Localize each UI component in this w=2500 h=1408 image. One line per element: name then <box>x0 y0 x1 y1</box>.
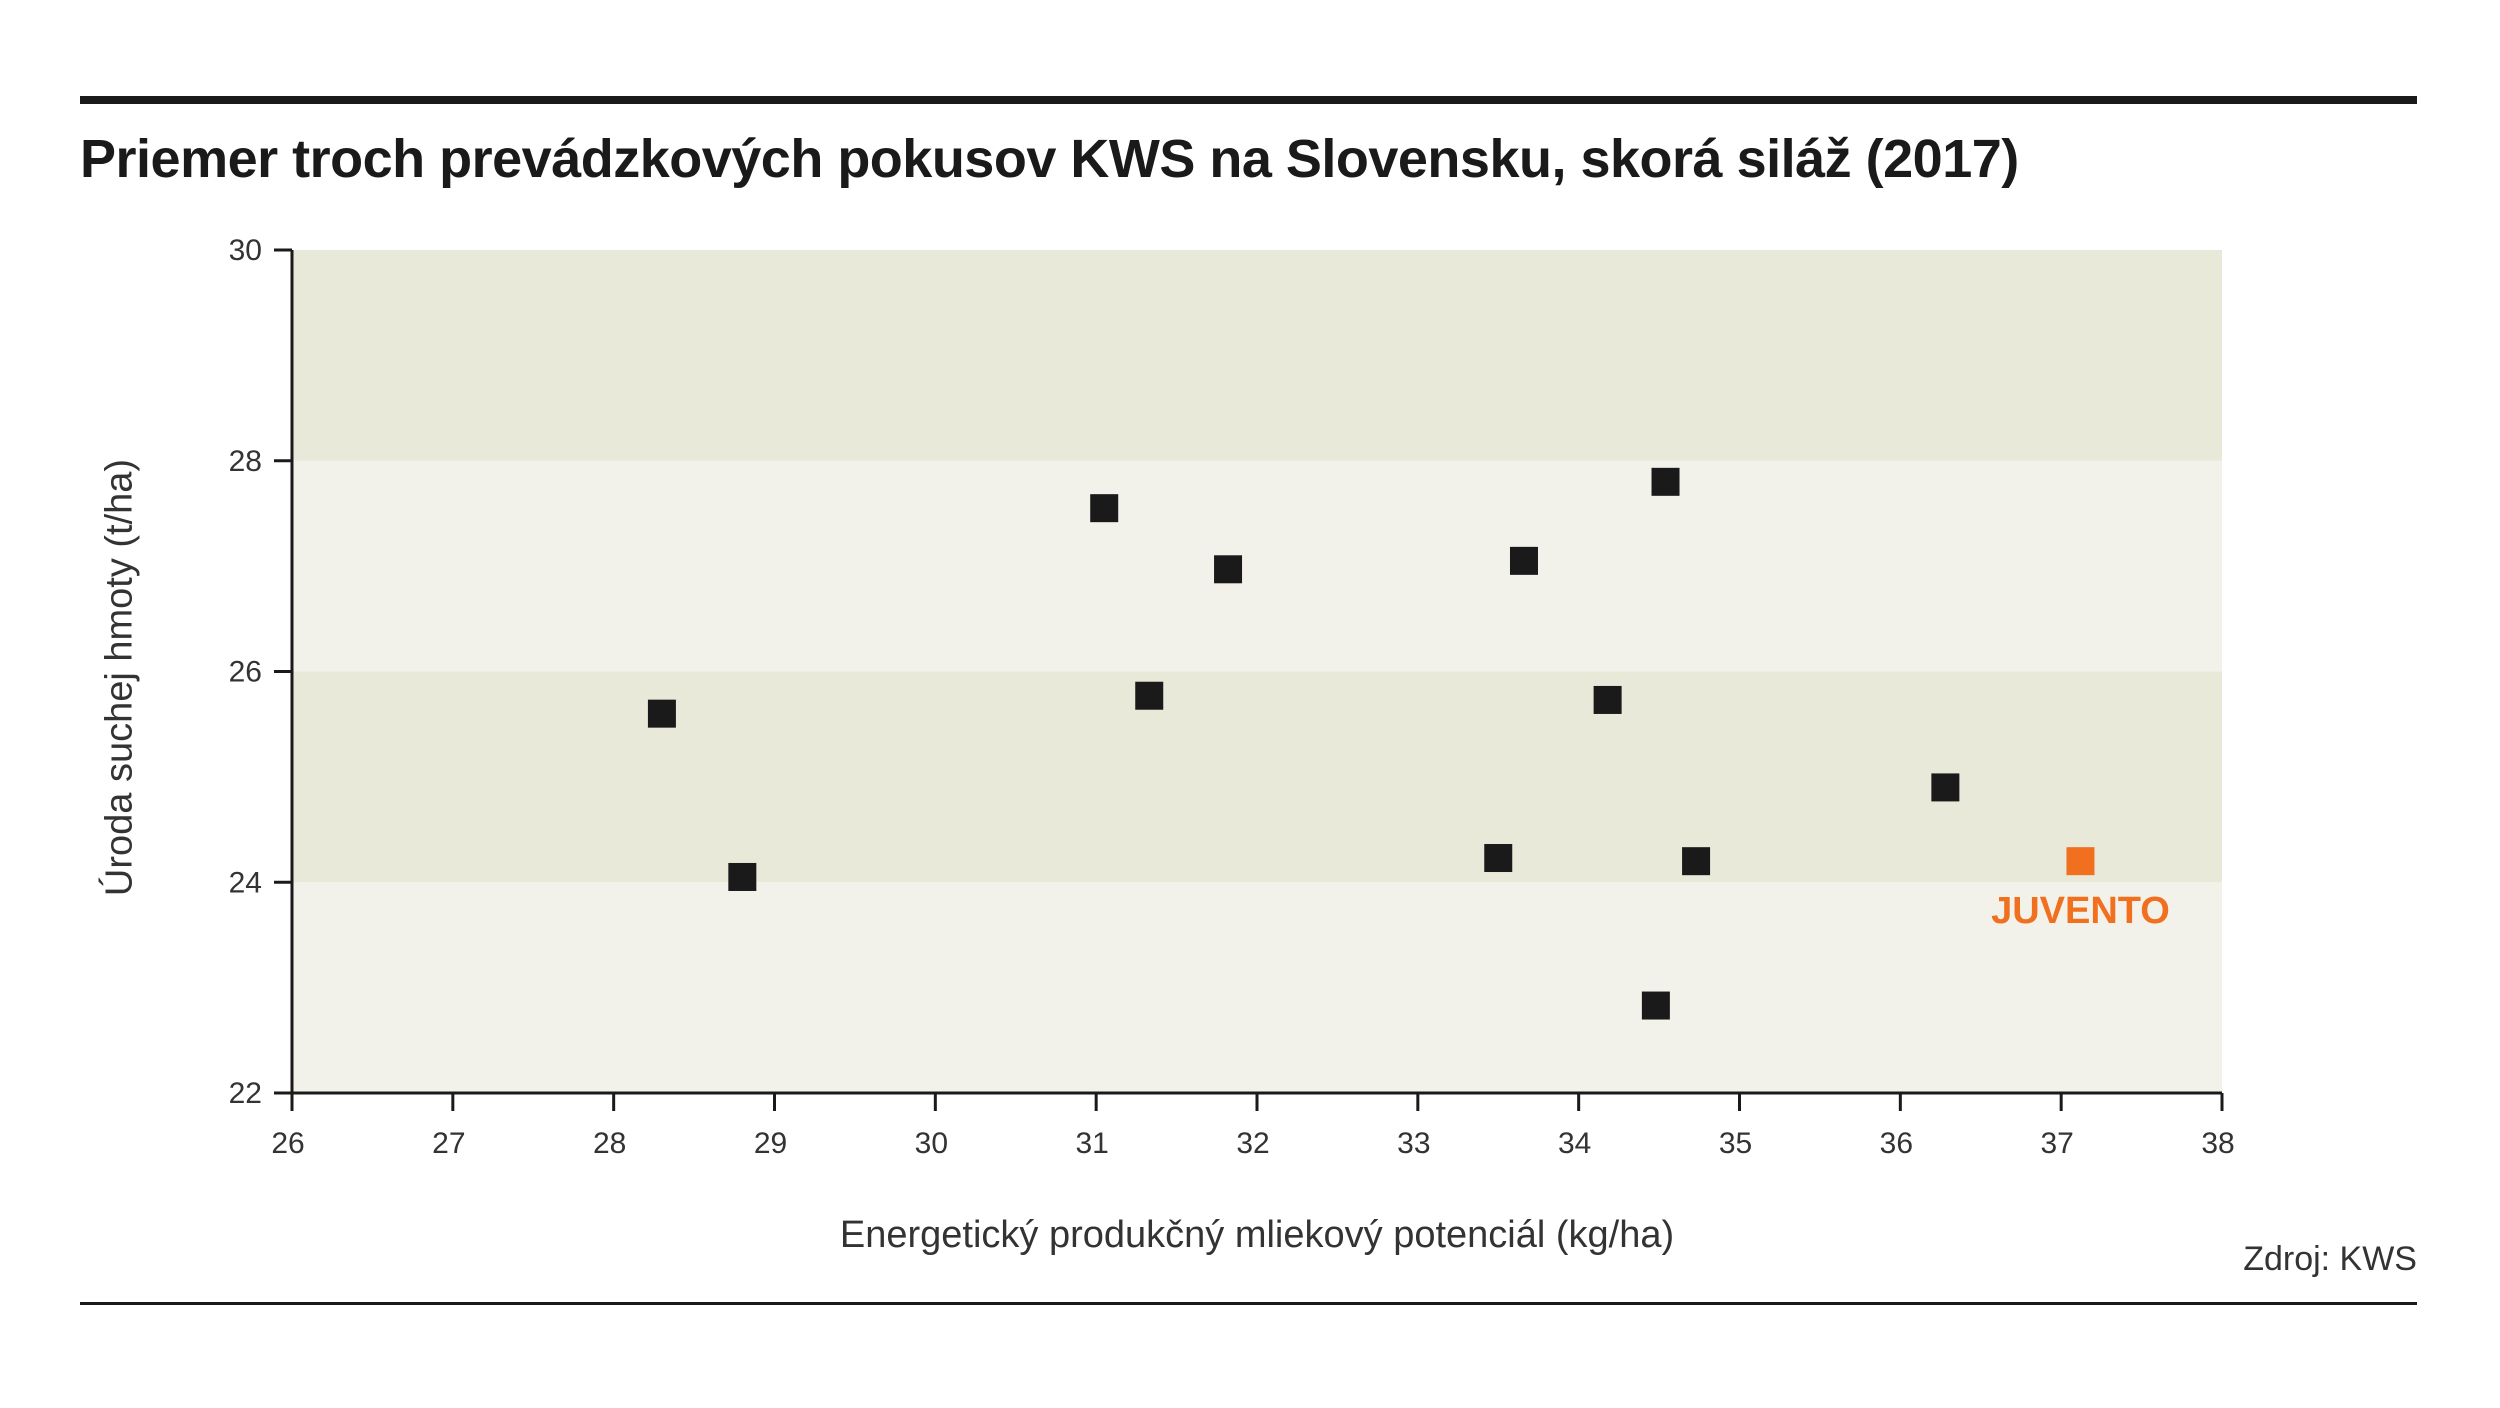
data-point-11 <box>1931 773 1960 802</box>
data-point-0 <box>647 699 676 728</box>
x-tick-label-30: 30 <box>915 1127 948 1160</box>
data-point-5 <box>1484 844 1513 873</box>
x-tick-label-38: 38 <box>2201 1127 2234 1160</box>
y-axis-title: Úroda suchej hmoty (t/ha) <box>97 459 140 896</box>
y-axis-ticks: 22 24 26 28 30 <box>229 234 292 1110</box>
data-point-7 <box>1593 685 1622 714</box>
x-tick-label-35: 35 <box>1719 1127 1752 1160</box>
x-tick-label-26: 26 <box>271 1127 304 1160</box>
data-point-1 <box>728 862 757 891</box>
source-note: Zdroj: KWS <box>2243 1240 2417 1278</box>
data-point-8 <box>1641 991 1670 1020</box>
x-axis-ticks: 26 27 28 29 30 31 32 33 34 35 36 37 38 <box>271 1093 2235 1160</box>
data-point-9 <box>1651 467 1680 496</box>
x-axis-title: Energetický produkčný mliekový potenciál… <box>840 1214 1674 1256</box>
highlight-point-label: JUVENTO <box>1991 890 2170 932</box>
background-band-3 <box>292 250 2222 461</box>
y-tick-label-30: 30 <box>229 234 262 267</box>
background-band-2 <box>292 460 2222 672</box>
data-point-3 <box>1135 681 1164 710</box>
y-tick-label-24: 24 <box>229 866 262 899</box>
background-band-1 <box>292 671 2222 883</box>
y-tick-label-26: 26 <box>229 656 262 689</box>
y-tick-label-28: 28 <box>229 445 262 478</box>
x-tick-label-36: 36 <box>1880 1127 1913 1160</box>
data-point-6 <box>1509 546 1538 575</box>
y-tick-label-22: 22 <box>229 1077 262 1110</box>
background-band-0 <box>292 882 2222 1093</box>
x-tick-label-29: 29 <box>754 1127 787 1160</box>
x-tick-label-32: 32 <box>1236 1127 1269 1160</box>
data-point-4 <box>1214 555 1243 584</box>
x-tick-label-34: 34 <box>1558 1127 1591 1160</box>
highlight-point-group: JUVENTO <box>1991 847 2170 932</box>
x-tick-label-27: 27 <box>432 1127 465 1160</box>
chart-title: Priemer troch prevádzkových pokusov KWS … <box>80 129 2019 189</box>
highlight-point <box>2066 847 2095 876</box>
x-tick-label-31: 31 <box>1075 1127 1108 1160</box>
data-point-10 <box>1682 847 1711 876</box>
top-rule <box>80 96 2417 104</box>
x-tick-label-33: 33 <box>1397 1127 1430 1160</box>
data-points <box>647 467 1960 1020</box>
data-point-2 <box>1090 494 1119 523</box>
background-bands <box>292 250 2222 1093</box>
x-tick-label-28: 28 <box>593 1127 626 1160</box>
x-tick-label-37: 37 <box>2040 1127 2073 1160</box>
bottom-rule <box>80 1302 2417 1305</box>
